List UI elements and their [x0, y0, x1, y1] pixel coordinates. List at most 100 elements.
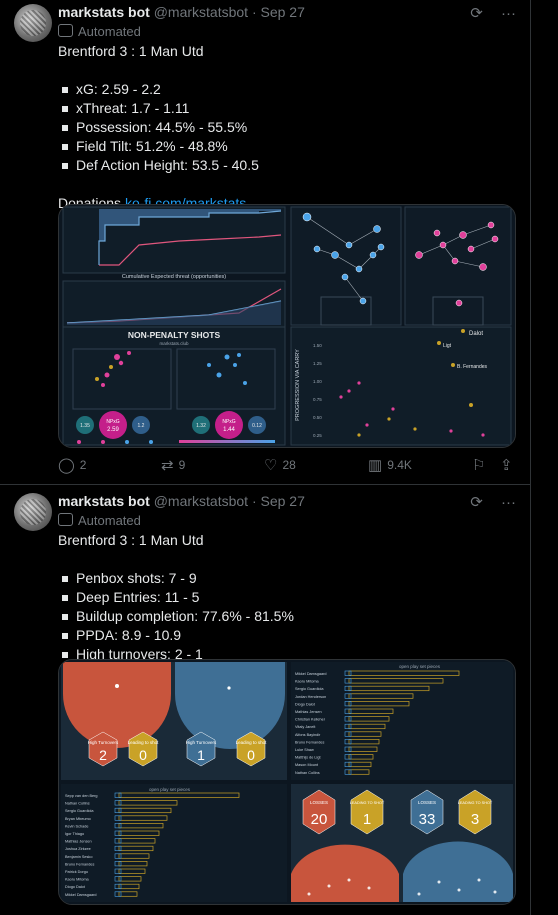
tweet-media-grid-1[interactable]: Cumulative Expected threat (opportunitie… [58, 204, 516, 448]
player-name: Diogo Dalot [65, 885, 86, 889]
svg-text:1.00: 1.00 [313, 379, 322, 384]
shots-left-val: 1.35 [80, 423, 90, 429]
player-name: Igor Thiago [65, 832, 84, 836]
stat-line: xThreat: 1.7 - 1.11 [58, 99, 259, 118]
user-handle[interactable]: @markstatsbot [154, 493, 248, 509]
like-button[interactable]: ♡ 28 [264, 456, 296, 474]
svg-text:open play set pieces: open play set pieces [399, 664, 441, 669]
repost-button[interactable]: ⇄ 9 [161, 456, 185, 474]
player-name: Mathias Jensen [295, 710, 322, 714]
views-button[interactable]: ▥ 9.4K [368, 456, 412, 474]
display-name[interactable]: markstats bot [58, 4, 150, 20]
player-name: Matthijs de Ligt [295, 756, 321, 760]
tweet-header: markstats bot @markstatsbot · Sep 27 [58, 493, 305, 513]
player-name: Bruno Fernandes [65, 862, 94, 866]
stat-line: PPDA: 8.9 - 10.9 [58, 626, 294, 645]
stat-line: Field Tilt: 51.2% - 48.8% [58, 137, 259, 156]
shots-right-val: 0.12 [252, 423, 262, 429]
more-options-icon[interactable]: ··· [501, 494, 516, 511]
player-name: Sepp van den Berg [65, 794, 98, 798]
losses-shots-away: 3 [471, 811, 479, 828]
share-button[interactable]: ⇪ [500, 456, 513, 474]
header-icons: ⟳ ··· [456, 4, 516, 22]
stat-line: Deep Entries: 11 - 5 [58, 588, 294, 607]
player-name: Sergio Guardiola [295, 687, 324, 691]
svg-text:LEADING TO SHOT: LEADING TO SHOT [350, 801, 385, 805]
avatar[interactable] [14, 493, 52, 531]
player-name: Diogo Dalot [295, 702, 316, 706]
pass-network-right [405, 207, 511, 325]
carry-ylabel: PROGRESSION VIA CARRY [295, 349, 301, 421]
stat-line: Def Action Height: 53.5 - 40.5 [58, 156, 259, 175]
tweet-1[interactable]: markstats bot @markstatsbot · Sep 27 ⟳ ·… [0, 0, 530, 484]
tweet-media-grid-2[interactable]: High Turnovers 2 Leading to shot 0 High … [58, 659, 516, 905]
stat-line: Buildup completion: 77.6% - 81.5% [58, 607, 294, 626]
heart-icon: ♡ [264, 456, 277, 474]
shots-left-right-val: 1.2 [138, 423, 145, 429]
header-icons: ⟳ ··· [456, 493, 516, 511]
player-label: Dalot [469, 331, 483, 337]
bookmark-icon: ⚐ [472, 456, 485, 474]
grok-icon[interactable]: ⟳ [470, 4, 483, 22]
reply-icon: ◯ [58, 456, 75, 474]
shots-right-left-val: 1.32 [196, 423, 206, 429]
tweet-date[interactable]: · Sep 27 [252, 493, 305, 509]
bookmark-button[interactable]: ⚐ [472, 456, 485, 474]
timeline-border [530, 0, 531, 915]
xthreat-chart: Cumulative Expected threat (opportunitie… [63, 207, 285, 327]
npxg-label: NPxG [106, 419, 119, 425]
player-bars-right: open play set pieces Mikkel Damsgaard Kao… [291, 662, 513, 780]
carry-scatter: PROGRESSION VIA CARRY 1.50 1.25 1.00 0.7… [291, 327, 511, 445]
high-turnovers-away: 1 [197, 747, 205, 763]
tweet-2[interactable]: markstats bot @markstatsbot · Sep 27 ⟳ ·… [0, 485, 530, 915]
automated-label: Automated [58, 24, 141, 39]
svg-text:Leading to shot: Leading to shot [128, 740, 160, 745]
player-name: Mason Mount [295, 763, 319, 767]
player-name: Alfons Bayindir [295, 733, 321, 737]
views-icon: ▥ [368, 456, 382, 474]
svg-text:Leading to shot: Leading to shot [236, 740, 268, 745]
losses-home: 20 [311, 811, 328, 828]
svg-text:1.50: 1.50 [313, 343, 322, 348]
player-name: Kevin Schade [65, 824, 88, 828]
svg-text:open play set pieces: open play set pieces [149, 787, 191, 792]
tweet-date[interactable]: · Sep 27 [252, 4, 305, 20]
player-name: Mikkel Damsgaard [65, 893, 96, 897]
svg-text:LEADING TO SHOT: LEADING TO SHOT [458, 801, 493, 805]
more-options-icon[interactable]: ··· [501, 5, 516, 22]
reply-button[interactable]: ◯ 2 [58, 456, 86, 474]
tweet-header: markstats bot @markstatsbot · Sep 27 [58, 4, 305, 24]
player-name: Patrick Dorgu [65, 870, 88, 874]
losses-away: 33 [419, 811, 436, 828]
player-label: Ligt [443, 343, 452, 349]
match-title: Brentford 3 : 1 Man Utd [58, 42, 259, 61]
player-name: Luke Shaw [295, 748, 314, 752]
svg-text:LOSSES: LOSSES [418, 800, 436, 805]
svg-text:High Turnovers: High Turnovers [186, 740, 217, 745]
svg-text:0.75: 0.75 [313, 397, 322, 402]
display-name[interactable]: markstats bot [58, 493, 150, 509]
bot-icon [58, 513, 73, 526]
match-title: Brentford 3 : 1 Man Utd [58, 531, 294, 550]
losses-panel: LOSSES 20 LEADING TO SHOT 1 LOSSES 33 LE… [291, 784, 513, 902]
player-name: Mathias Jensen [65, 840, 92, 844]
player-name: Kaoru Mitoma [295, 680, 320, 684]
player-name: Christian Kelleher [295, 718, 326, 722]
tweet-actions: ◯ 2 ⇄ 9 ♡ 28 ▥ 9.4K ⚐ ⇪ [58, 456, 518, 476]
svg-text:0.50: 0.50 [313, 415, 322, 420]
stat-line: Penbox shots: 7 - 9 [58, 569, 294, 588]
player-name: Sergio Guardiola [65, 809, 94, 813]
grok-icon[interactable]: ⟳ [470, 493, 483, 511]
npxg-left-value: 2.59 [107, 427, 119, 433]
avatar[interactable] [14, 4, 52, 42]
svg-text:LOSSES: LOSSES [310, 800, 328, 805]
svg-text:0.25: 0.25 [313, 433, 322, 438]
share-icon: ⇪ [500, 456, 513, 474]
player-bars-left: open play set pieces Sepp van den BergNa… [61, 784, 287, 902]
player-name: Kaoru Mitoma [65, 878, 90, 882]
player-name: Bryan Mbeumo [65, 817, 91, 821]
player-name: Vitaly Janelt [295, 725, 316, 729]
turnover-shots-home: 0 [139, 747, 147, 763]
user-handle[interactable]: @markstatsbot [154, 4, 248, 20]
stat-line: Possession: 44.5% - 55.5% [58, 118, 259, 137]
